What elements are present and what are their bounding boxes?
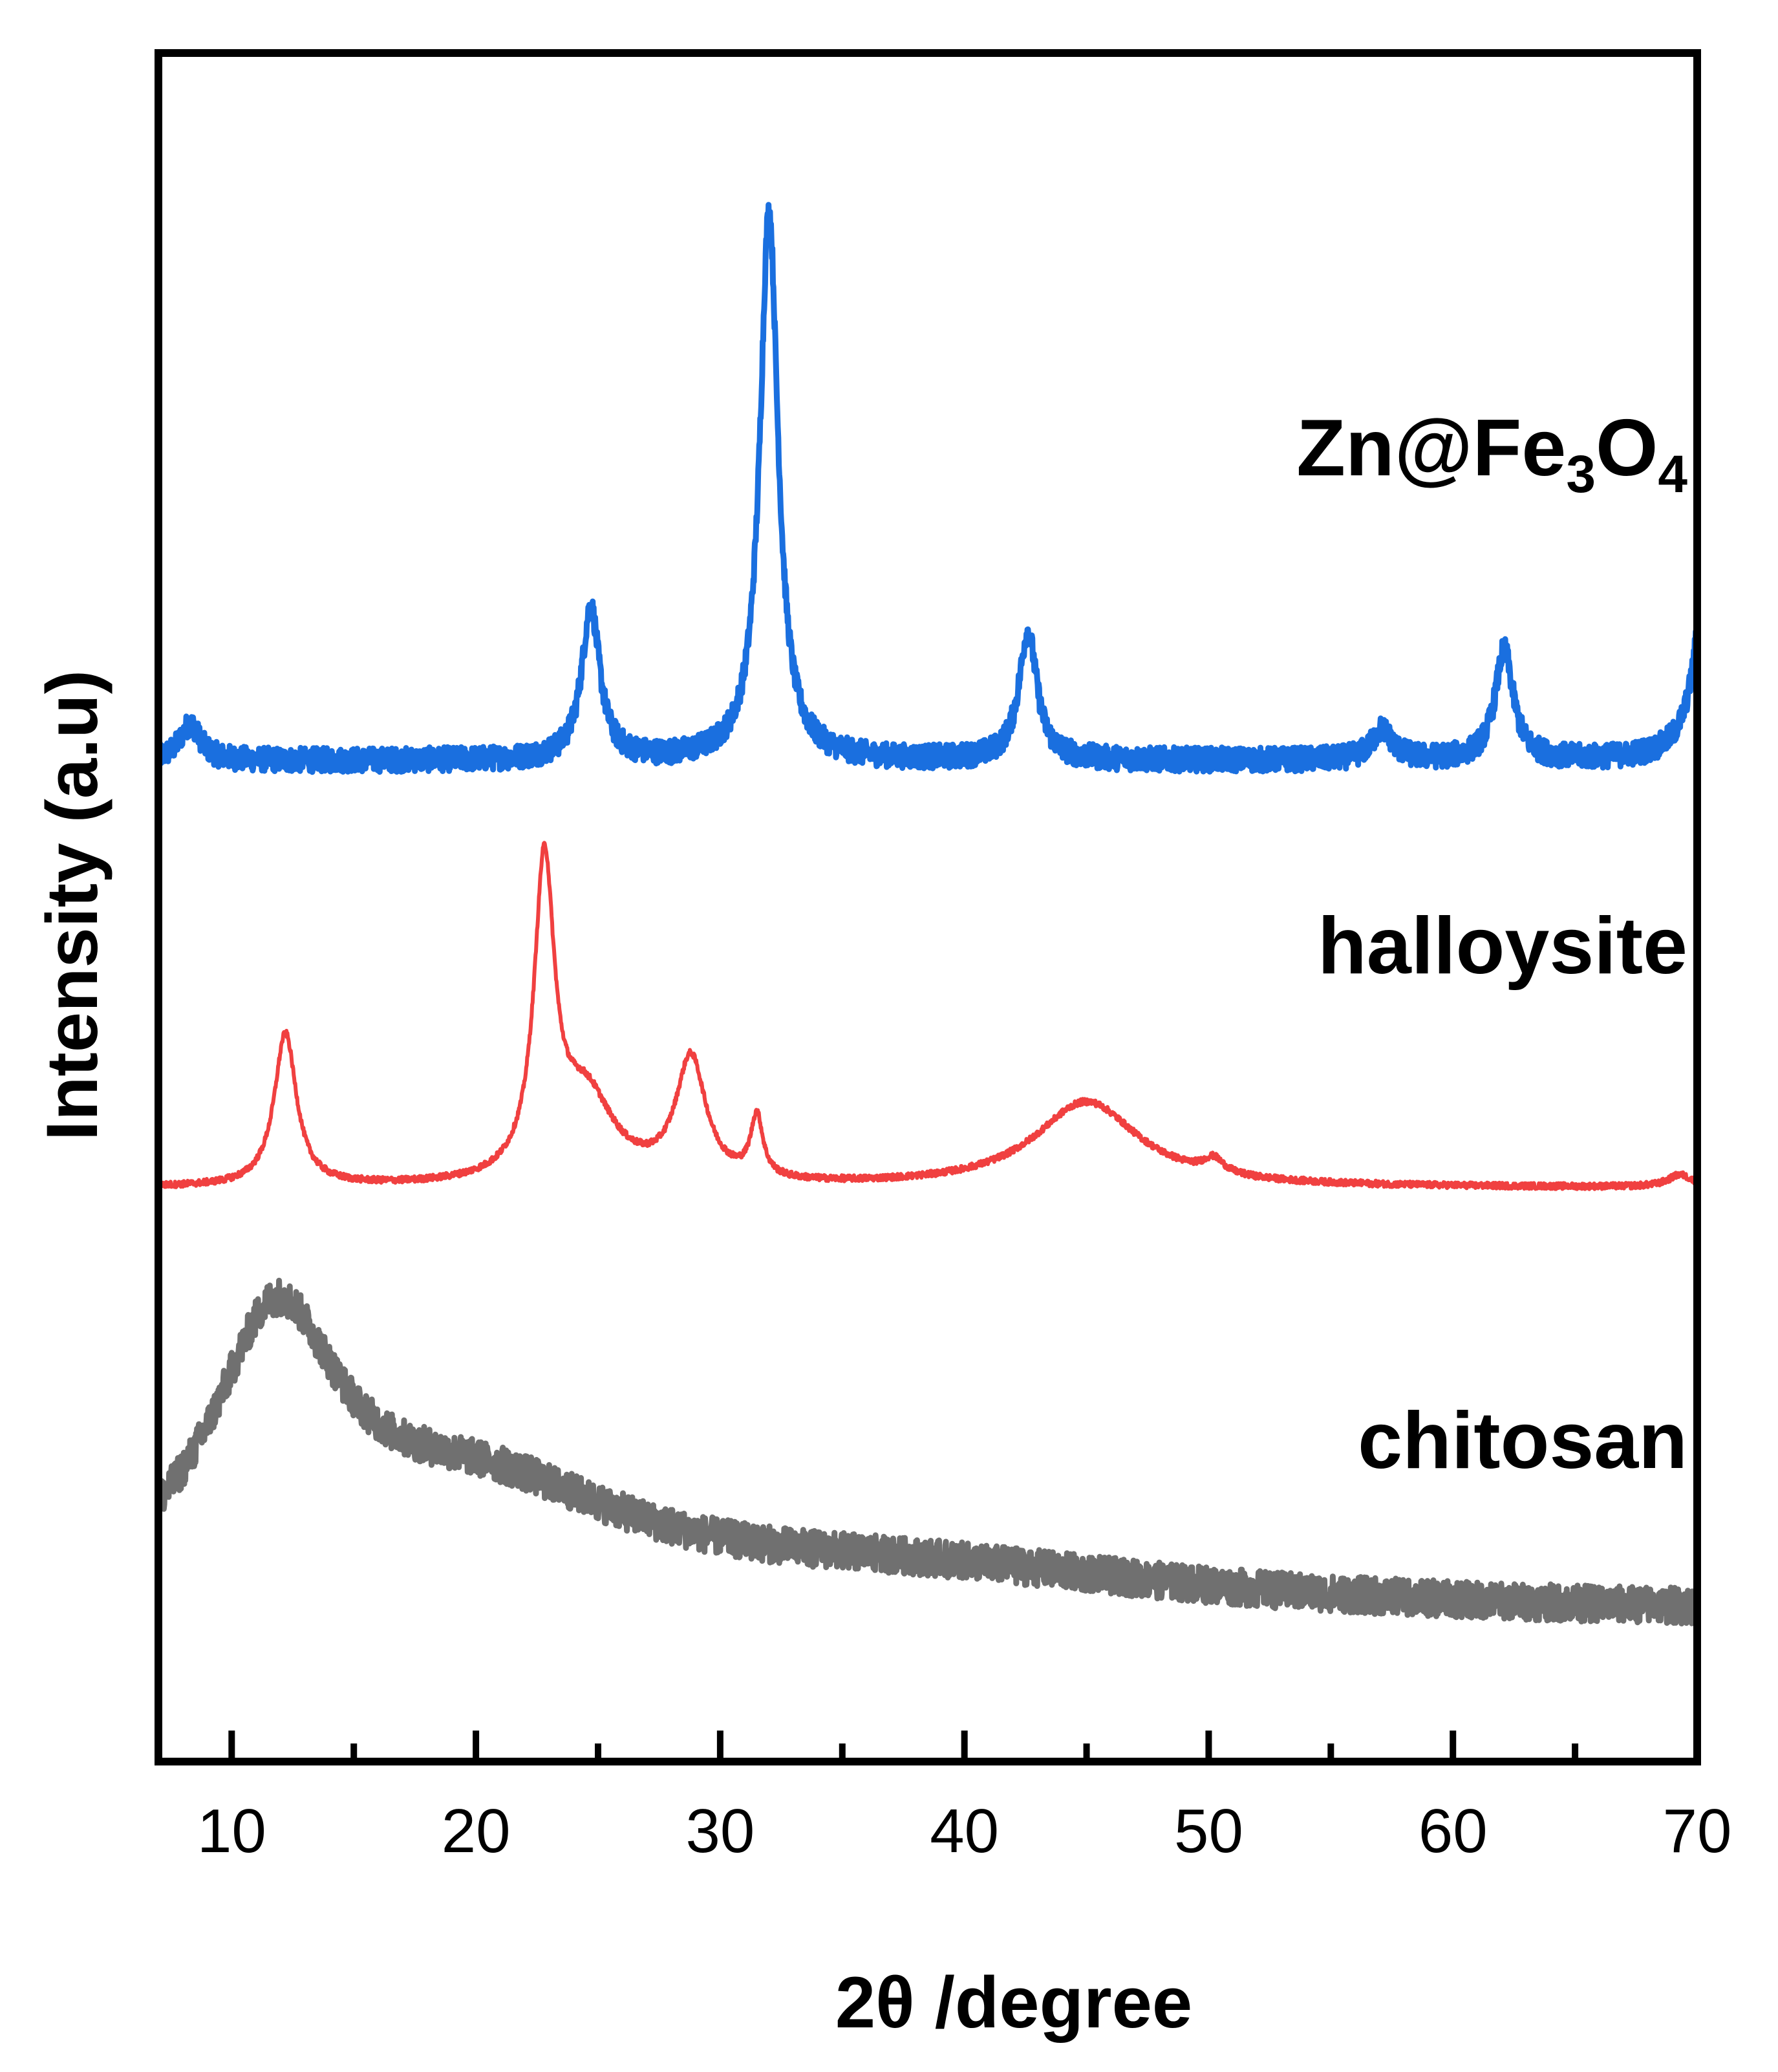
x-axis-ticks: 10 20 30 40 50 60 70 xyxy=(197,1731,1731,1866)
series-line-zn-fe3o4 xyxy=(155,202,1700,775)
x-tick-label: 20 xyxy=(442,1797,511,1866)
label-text: halloysite xyxy=(1318,901,1687,991)
x-axis-title: 2θ /degree xyxy=(835,1962,1192,2043)
series-line-chitosan xyxy=(155,1277,1700,1626)
x-tick-label: 30 xyxy=(685,1797,755,1866)
y-axis-title: Intensity (a.u) xyxy=(32,670,112,1141)
series-layer xyxy=(155,202,1700,1626)
label-subscript: 4 xyxy=(1658,445,1687,504)
plot-frame xyxy=(155,49,1701,1765)
label-text: O xyxy=(1596,404,1658,493)
series-label-chitosan: chitosan xyxy=(1358,1396,1687,1485)
x-tick-label: 60 xyxy=(1419,1797,1488,1866)
label-text: Zn@Fe xyxy=(1296,404,1566,493)
series-label-zn-fe3o4: Zn@Fe3O4 xyxy=(1296,404,1687,504)
series-label-halloysite: halloysite xyxy=(1318,901,1687,991)
x-tick-label: 50 xyxy=(1174,1797,1243,1866)
x-tick-label: 40 xyxy=(930,1797,999,1866)
label-text: chitosan xyxy=(1358,1396,1687,1485)
x-tick-label: 10 xyxy=(197,1797,266,1866)
series-line-halloysite xyxy=(156,841,1699,1191)
label-subscript: 3 xyxy=(1566,445,1596,504)
series-labels: Zn@Fe3O4 halloysite chitosan xyxy=(1296,404,1687,1485)
x-tick-label: 70 xyxy=(1663,1797,1732,1866)
